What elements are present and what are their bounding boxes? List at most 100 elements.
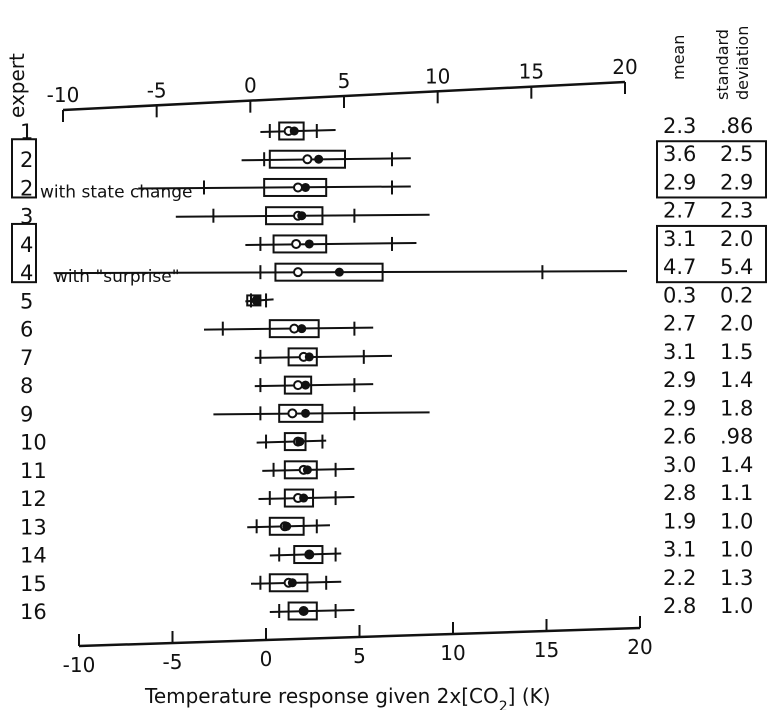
box-plot-row	[269, 601, 355, 621]
median-marker	[291, 238, 302, 249]
mean-marker	[301, 182, 311, 192]
mean-value: 2.7	[663, 199, 696, 223]
mean-marker	[282, 521, 292, 531]
bottom-tick-label: 0	[260, 647, 273, 671]
expert-label: 6	[20, 318, 33, 342]
expert-label: 3	[20, 205, 33, 229]
expert-label: 5	[20, 289, 33, 313]
x-axis-title-subscript: 2	[499, 699, 508, 710]
box-plot-row	[53, 262, 628, 282]
sd-value: 1.5	[720, 340, 753, 364]
expert-axis-title: expert	[5, 53, 29, 118]
iqr-box	[283, 432, 307, 452]
sd-value: 0.2	[720, 283, 753, 307]
bottom-tick-label: 5	[353, 644, 366, 668]
mean-marker	[334, 267, 344, 277]
mean-marker	[252, 295, 262, 305]
sd-value: 5.4	[720, 255, 753, 279]
mean-marker	[289, 126, 299, 136]
iqr-box	[263, 177, 328, 197]
stats-group-box	[656, 140, 767, 199]
mean-value: 2.3	[663, 114, 696, 138]
box-plot-row	[213, 403, 430, 423]
iqr-box	[268, 319, 320, 339]
range-line	[254, 354, 393, 359]
sd-value: 2.9	[720, 170, 753, 194]
mean-value: 2.9	[663, 170, 696, 194]
mean-marker	[299, 493, 309, 503]
expert-label: 16	[20, 600, 47, 624]
expert-label: 15	[20, 572, 47, 596]
median-marker	[293, 267, 303, 278]
iqr-box	[287, 347, 318, 367]
mean-value: 2.8	[663, 481, 696, 505]
expert-label: 2	[20, 176, 33, 200]
bottom-tick-label: -10	[63, 653, 96, 677]
iqr-box	[272, 234, 328, 254]
range-line	[254, 383, 374, 388]
label-group-box	[11, 222, 37, 284]
top-tick-label: 15	[519, 60, 544, 84]
top-tick-label: -10	[47, 83, 80, 107]
mean-marker	[299, 606, 309, 616]
mean-marker	[304, 239, 314, 249]
stats-group-box	[656, 224, 767, 284]
mean-value: 3.1	[663, 340, 696, 364]
sd-value: 1.1	[720, 481, 753, 505]
range-line	[245, 241, 417, 246]
expert-label: 12	[20, 487, 47, 511]
box-plot-row	[269, 545, 342, 565]
bottom-tick-label: -5	[163, 650, 183, 674]
mean-marker	[314, 154, 324, 164]
iqr-box	[283, 488, 315, 508]
group-brackets	[11, 138, 767, 284]
stats-columns: 2.3 .86 3.6 2.5 2.9 2.9 2.7 2.3 3.1 2.0 4.7 5.4 0.3 0…	[663, 114, 753, 618]
top-axis: -10 -5 0 5 10 15 20	[47, 55, 638, 122]
expert-label: 11	[20, 459, 47, 483]
box-plot-row	[258, 488, 355, 508]
box-plot-row	[247, 516, 330, 536]
mean-column-header: mean	[669, 35, 688, 80]
mean-marker	[304, 550, 314, 560]
bottom-tick-label: 20	[627, 635, 652, 659]
mean-marker	[297, 324, 307, 334]
expert-label: 7	[20, 346, 33, 370]
mean-marker	[295, 437, 305, 447]
sd-value: .86	[720, 114, 753, 138]
expert-label: 2	[20, 148, 33, 172]
range-line	[203, 326, 374, 331]
sd-value: 1.0	[720, 509, 753, 533]
expert-label: 13	[20, 515, 47, 539]
mean-marker	[304, 352, 314, 362]
sd-value: .98	[720, 425, 753, 449]
box-plot-row	[254, 375, 374, 395]
range-line	[269, 609, 355, 613]
expert-label: 4	[20, 261, 33, 285]
top-tick-label: -5	[147, 78, 167, 102]
iqr-box	[268, 516, 305, 536]
mean-value: 4.7	[663, 255, 696, 279]
mean-marker	[301, 380, 311, 390]
box-plot-row	[138, 177, 411, 197]
iqr-box	[268, 573, 309, 593]
sd-value: 1.8	[720, 396, 753, 420]
mean-marker	[302, 465, 312, 475]
iqr-box	[283, 375, 313, 395]
mean-value: 2.6	[663, 425, 696, 449]
box-plot-row	[262, 460, 355, 480]
median-marker	[293, 182, 303, 193]
top-tick-label: 5	[338, 69, 351, 93]
bottom-tick-label: 15	[534, 638, 559, 662]
box-plot-row	[245, 293, 274, 308]
sd-value: 1.4	[720, 368, 753, 392]
mean-value: 2.8	[663, 594, 696, 618]
box-plot-row	[245, 234, 417, 254]
box-plot-row	[241, 149, 411, 169]
box-plot-row	[256, 432, 327, 452]
row-note: with state change	[40, 182, 193, 202]
mean-value: 2.2	[663, 566, 696, 590]
iqr-box	[265, 206, 324, 226]
bottom-tick-label: 10	[440, 641, 465, 665]
sd-value: 2.0	[720, 227, 753, 251]
